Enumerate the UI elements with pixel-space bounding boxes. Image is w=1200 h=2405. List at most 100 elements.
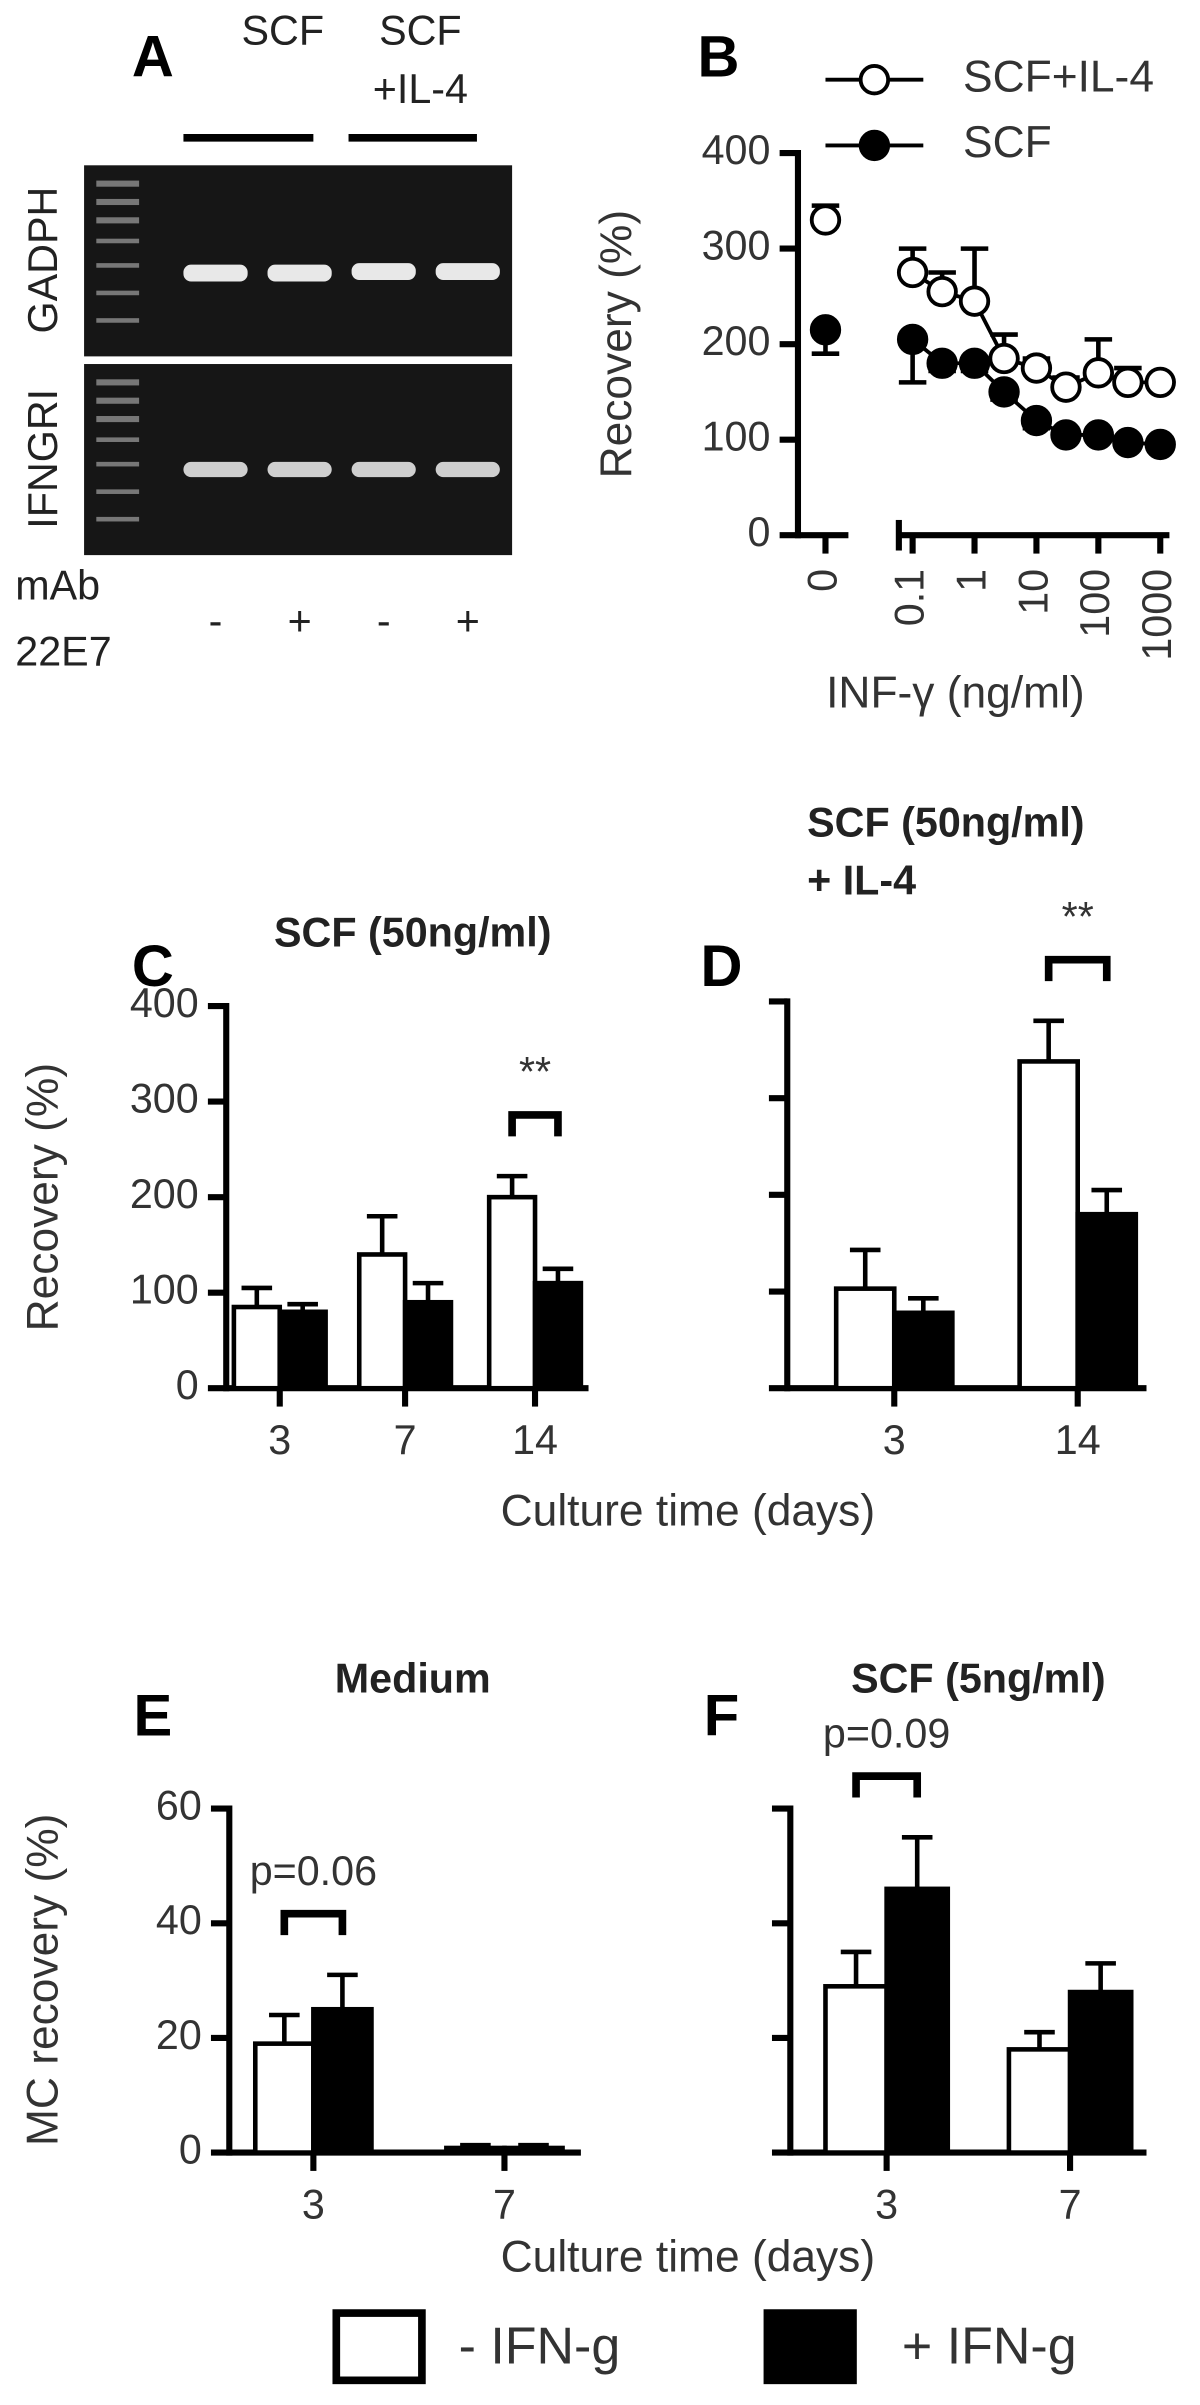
bar xyxy=(402,1299,454,1391)
y-axis-label: Recovery (%) xyxy=(19,1063,68,1331)
marker xyxy=(926,347,958,379)
marker xyxy=(958,285,991,317)
panel-letter: A xyxy=(132,25,174,90)
marker xyxy=(1082,419,1115,451)
bar xyxy=(502,2145,565,2155)
significance-bracket xyxy=(508,1111,562,1137)
chart-title: SCF (50ng/ml) xyxy=(807,800,1084,846)
annotation: ** xyxy=(519,1049,551,1095)
legend-marker xyxy=(858,64,891,96)
y-axis-label: MC recovery (%) xyxy=(19,1814,68,2146)
y-tick-label: 0 xyxy=(179,2126,202,2172)
treatment: + xyxy=(288,598,312,644)
treatment: - xyxy=(377,598,391,644)
marker xyxy=(896,323,929,356)
marker xyxy=(1082,357,1115,389)
marker xyxy=(1144,366,1176,399)
panel-letter: B xyxy=(697,25,739,90)
x-tick-label: 0.1 xyxy=(887,569,933,626)
x-tick-label: 100 xyxy=(1072,569,1118,638)
ladder xyxy=(96,180,140,522)
x-tick-label: 14 xyxy=(512,1417,558,1463)
treatment: - xyxy=(209,598,223,644)
x-tick-label: 10 xyxy=(1010,569,1056,615)
y-tick-label: 100 xyxy=(130,1267,199,1313)
panel-letter: C xyxy=(132,934,174,999)
legend-label: SCF xyxy=(963,118,1052,167)
x-axis-label: Culture time (days) xyxy=(501,1486,875,1535)
bar xyxy=(891,1310,955,1391)
bar xyxy=(1017,1059,1080,1391)
legend-marker xyxy=(858,129,891,162)
chart-title: + IL-4 xyxy=(807,858,916,904)
bar xyxy=(1006,2047,1073,2155)
annotation: ** xyxy=(1062,894,1094,940)
x-tick-label: 3 xyxy=(875,2182,898,2228)
y-tick-label: 400 xyxy=(130,980,199,1026)
x-tick-label: 3 xyxy=(883,1417,906,1463)
chart-title: Medium xyxy=(335,1656,491,1702)
x-tick-label: 14 xyxy=(1055,1417,1101,1463)
marker xyxy=(1020,352,1053,384)
gel-image xyxy=(84,165,513,357)
bar xyxy=(1067,1989,1134,2155)
treatment: + xyxy=(456,598,480,644)
x-tick-label: 0 xyxy=(799,569,845,592)
y-axis-label: Recovery (%) xyxy=(592,210,641,478)
marker xyxy=(958,347,991,379)
bar xyxy=(277,1309,328,1391)
bar xyxy=(884,1886,951,2155)
bar xyxy=(486,1194,538,1391)
marker xyxy=(988,376,1020,408)
row-label: IFNGRI xyxy=(20,389,66,529)
marker xyxy=(926,275,958,308)
legend-label: - IFN-g xyxy=(459,2317,621,2375)
marker xyxy=(1050,371,1082,403)
bar xyxy=(231,1304,283,1391)
group-label: SCF xyxy=(242,8,325,54)
significance-bracket xyxy=(1044,955,1111,982)
annotation: p=0.09 xyxy=(823,1710,950,1756)
y-tick-label: 400 xyxy=(702,127,771,173)
x-tick-label: 1000 xyxy=(1134,569,1180,661)
group-label: SCF xyxy=(379,8,462,54)
y-tick-label: 200 xyxy=(130,1171,199,1217)
row-label: GADPH xyxy=(20,187,66,334)
panel-letter: D xyxy=(701,934,743,999)
bar xyxy=(1075,1211,1139,1391)
marker xyxy=(1112,366,1144,399)
legend-label: + IFN-g xyxy=(902,2317,1077,2375)
annotation: p=0.06 xyxy=(250,1848,377,1894)
chart-title: SCF (50ng/ml) xyxy=(274,910,551,956)
y-tick-label: 40 xyxy=(156,1897,202,1943)
legend-swatch xyxy=(763,2309,857,2385)
marker xyxy=(809,204,842,236)
significance-bracket xyxy=(280,1909,347,1936)
y-tick-label: 0 xyxy=(176,1362,199,1408)
marker xyxy=(1050,419,1082,451)
significance-bracket xyxy=(852,1772,922,1798)
y-tick-label: 100 xyxy=(702,414,771,460)
bar xyxy=(356,1252,408,1391)
bar xyxy=(833,1286,897,1391)
marker xyxy=(809,314,842,346)
chart-title: SCF (5ng/ml) xyxy=(851,1656,1105,1702)
y-tick-label: 20 xyxy=(156,2012,202,2058)
x-tick-label: 1 xyxy=(948,569,994,592)
marker xyxy=(1144,428,1176,461)
y-tick-label: 0 xyxy=(747,509,770,555)
gel-bands xyxy=(183,263,500,478)
x-tick-label: 3 xyxy=(302,2182,325,2228)
bar xyxy=(532,1280,584,1391)
x-axis-label: Culture time (days) xyxy=(501,2232,875,2281)
marker xyxy=(1112,426,1144,459)
panel-letter: E xyxy=(133,1683,172,1748)
x-tick-label: 3 xyxy=(268,1417,291,1463)
legend-swatch xyxy=(332,2309,426,2385)
x-tick-label: 7 xyxy=(394,1417,417,1463)
x-tick-label: 7 xyxy=(1059,2182,1082,2228)
panel-letter: F xyxy=(704,1683,739,1748)
panel-a: A SCF SCF +IL-4 GADPH IFNGRI mAb 22E7 - … xyxy=(15,8,513,674)
